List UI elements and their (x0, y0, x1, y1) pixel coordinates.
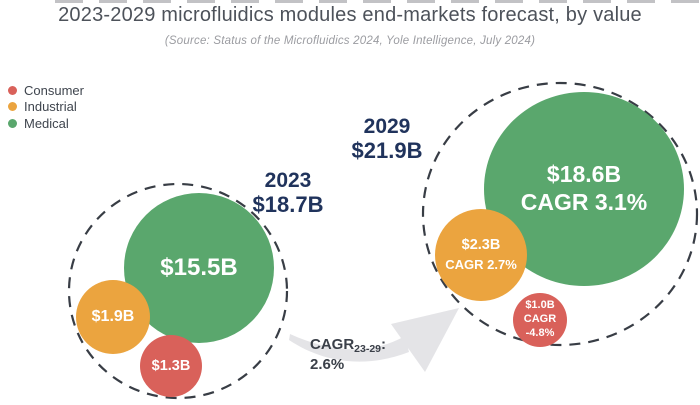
group-label-2023: 2023 $18.7B (233, 169, 343, 217)
overall-cagr-line1: CAGR23-29: (310, 336, 386, 356)
bubble-2023-medical: $15.5B (124, 193, 274, 343)
bubble-2029-consumer-cagr-value: -4.8% (525, 326, 555, 339)
bubble-2023-medical-value: $15.5B (160, 254, 238, 281)
year-2023: 2023 (264, 169, 312, 192)
bubble-2023-consumer: $1.3B (140, 335, 202, 397)
legend-label-consumer: Consumer (24, 82, 84, 98)
consumer-color-dot-icon (8, 85, 17, 95)
year-2029: 2029 (363, 115, 411, 138)
group-label-2029: 2029 $21.9B (332, 115, 442, 163)
bubble-2023-industrial: $1.9B (76, 280, 150, 354)
overall-cagr-prefix: CAGR (310, 336, 355, 353)
bubble-2029-medical-value: $18.6B (546, 161, 622, 188)
bubble-2029-industrial-value: $2.3B (461, 237, 501, 254)
bubble-2029-medical: $18.6B CAGR 3.1% (484, 92, 684, 286)
overall-cagr-colon: : (381, 336, 387, 353)
growth-arrow-tail (289, 334, 409, 362)
dashed-outline-2023 (67, 182, 289, 400)
bubble-2023-industrial-value: $1.9B (91, 308, 135, 325)
medical-color-dot-icon (8, 118, 17, 128)
overall-cagr-value: 2.6% (310, 355, 345, 373)
total-value-2023: $18.7B (252, 191, 324, 217)
chart-source: (Source: Status of the Microfluidics 202… (164, 35, 536, 47)
bubble-2029-consumer: $1.0B CAGR -4.8% (513, 293, 567, 347)
growth-arrow-head (391, 308, 459, 372)
dashed-outline-2029 (421, 81, 699, 347)
bubble-2029-medical-cagr: CAGR 3.1% (520, 189, 648, 215)
legend-item-medical: Medical (8, 115, 84, 132)
legend-label-industrial: Industrial (24, 99, 77, 115)
industrial-color-dot-icon (8, 102, 17, 112)
legend: Consumer Industrial Medical (8, 82, 84, 132)
overall-cagr-subscript: 23-29 (354, 343, 382, 355)
bubble-2029-consumer-cagr-word: CAGR (523, 313, 557, 326)
bubble-2029-industrial: $2.3B CAGR 2.7% (435, 209, 527, 301)
legend-item-consumer: Consumer (8, 82, 84, 99)
bubble-2023-consumer-value: $1.3B (151, 358, 191, 374)
legend-item-industrial: Industrial (8, 99, 84, 116)
bubble-2029-consumer-value: $1.0B (525, 299, 555, 312)
bubble-2029-industrial-cagr: CAGR 2.7% (445, 257, 517, 272)
total-value-2029: $21.9B (351, 137, 423, 163)
chart-title: 2023-2029 microfluidics modules end-mark… (58, 4, 642, 26)
legend-label-medical: Medical (24, 115, 69, 131)
overall-cagr-callout: CAGR23-29: 2.6% (310, 336, 386, 374)
